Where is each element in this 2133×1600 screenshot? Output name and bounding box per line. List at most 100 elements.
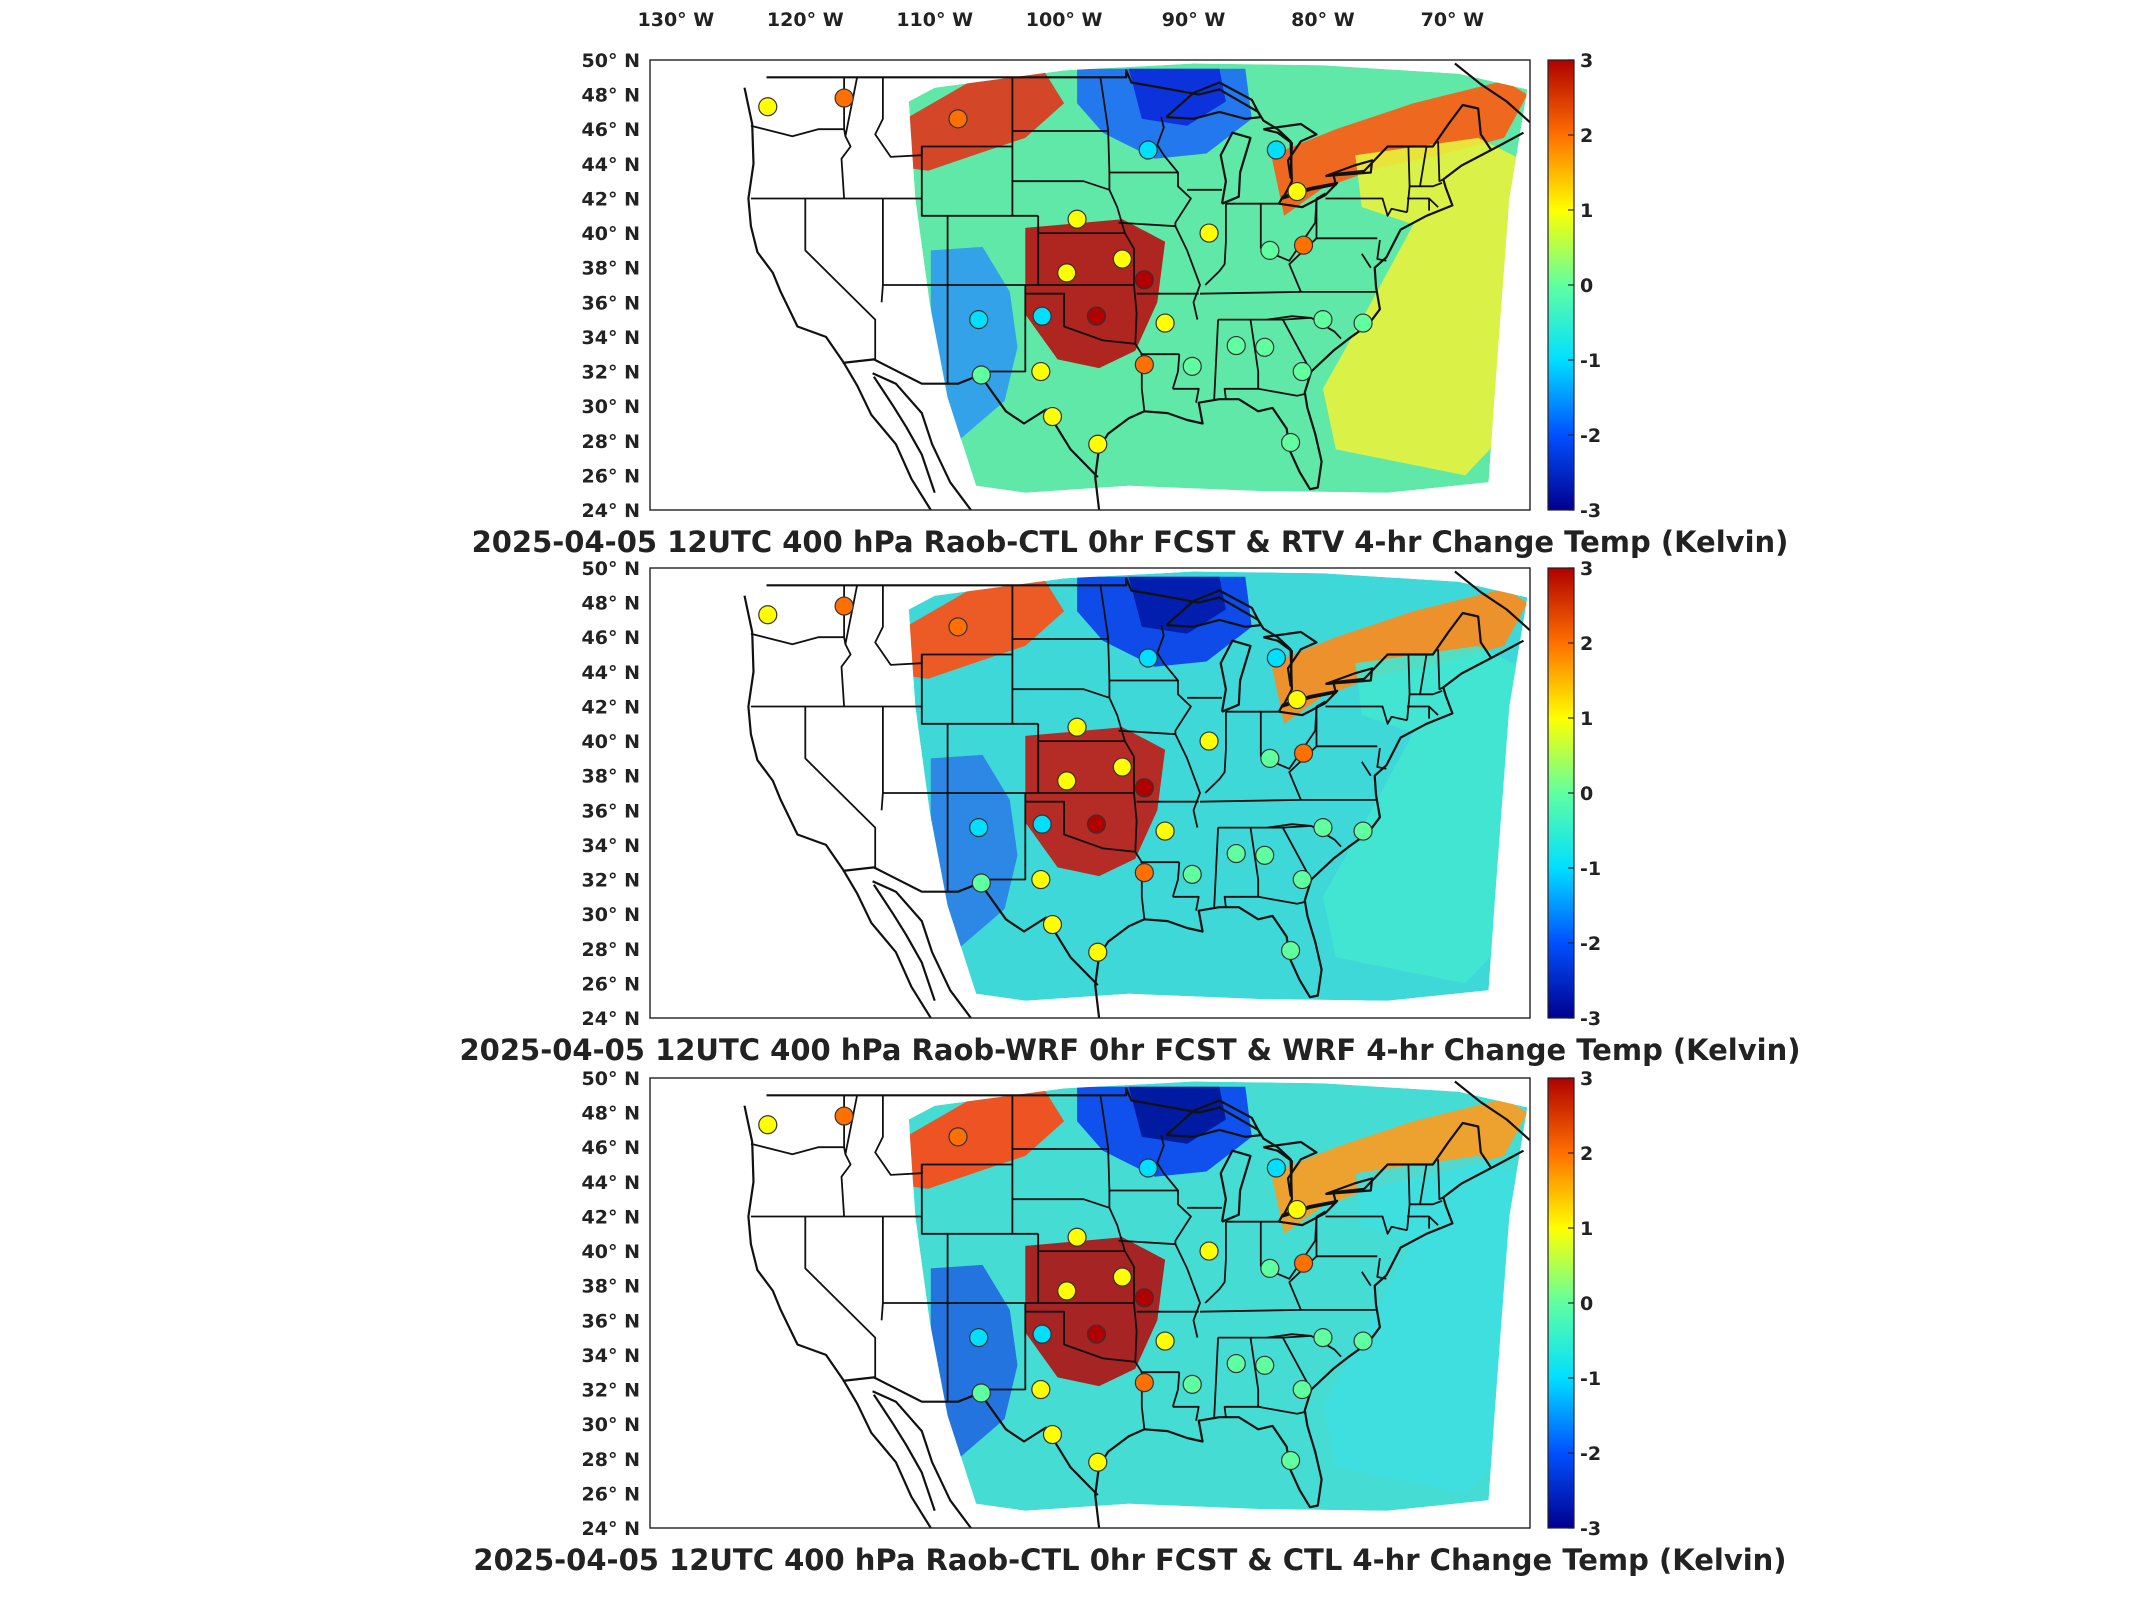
state-boundary	[1419, 1164, 1428, 1205]
raob-station-marker	[758, 605, 778, 625]
raob-station-marker	[834, 88, 854, 108]
colorbar-tick-label: 2	[1580, 633, 1593, 655]
longitude-axis-labels: 130° W 120° W 110° W 100° W 90° W 80° W 70° W	[638, 9, 1485, 31]
state-boundary	[844, 585, 858, 645]
coastline	[872, 884, 936, 1002]
temperature-field	[908, 63, 1528, 493]
raob-station-marker	[1134, 1373, 1154, 1393]
raob-station-marker	[1266, 648, 1286, 668]
state-boundary	[804, 706, 877, 868]
colorbar-tick-label: -2	[1580, 933, 1601, 955]
raob-station-marker	[1313, 310, 1333, 330]
anomaly-region-atlantic	[1322, 645, 1528, 984]
raob-station-marker	[1138, 648, 1158, 668]
coastline	[1454, 62, 1530, 124]
map-panel: 50° N 48° N 46° N 44° N 42° N 40° N 38° N 36° N…	[472, 50, 1789, 559]
coastline	[872, 1390, 972, 1528]
raob-station-marker	[948, 1127, 968, 1147]
colorbar-tick-label: 0	[1580, 275, 1593, 297]
lat-label: 38° N	[582, 1276, 640, 1298]
state-boundary	[1315, 192, 1326, 239]
colorbar-tick-label: -1	[1580, 858, 1601, 880]
map-frame	[649, 567, 1531, 1019]
lon-label: 130° W	[638, 9, 715, 31]
state-boundary	[1024, 1303, 1136, 1363]
state-boundary	[1437, 649, 1444, 691]
state-boundary	[978, 801, 1027, 881]
coastline	[872, 372, 972, 510]
state-boundary	[1213, 827, 1219, 908]
lat-label: 50° N	[582, 558, 640, 580]
state-boundary	[1267, 1333, 1342, 1358]
raob-station-marker	[1112, 249, 1132, 269]
lake-outline	[1165, 81, 1262, 120]
lake-outline	[1165, 1099, 1262, 1138]
panel-title: 2025-04-05 12UTC 400 hPa Raob-CTL 0hr FC…	[473, 1543, 1786, 1577]
state-boundary	[1174, 733, 1201, 828]
lake-outline	[1219, 639, 1252, 713]
state-boundary	[1156, 116, 1192, 227]
panel-title: 2025-04-05 12UTC 400 hPa Raob-WRF 0hr FC…	[459, 1033, 1800, 1067]
state-boundary	[1172, 1405, 1200, 1421]
colorbar-tick-label: 3	[1580, 558, 1593, 580]
raob-station-marker	[969, 818, 989, 838]
raob-station-marker	[971, 873, 991, 893]
raob-station-marker	[1293, 235, 1314, 255]
state-boundary	[1288, 1255, 1378, 1311]
lat-label: 38° N	[582, 766, 640, 788]
raob-station-marker	[1353, 1331, 1373, 1351]
coastline	[743, 1105, 932, 1528]
raob-station-marker	[834, 1106, 854, 1126]
coastline	[842, 1376, 1099, 1496]
state-boundary	[1437, 1159, 1444, 1201]
coastline	[766, 577, 1493, 708]
colorbar-tick-label: 0	[1580, 783, 1593, 805]
raob-station-marker	[1182, 1374, 1202, 1394]
lon-label: 100° W	[1026, 9, 1103, 31]
raob-station-marker	[1086, 306, 1107, 326]
state-boundary	[1376, 239, 1387, 262]
lat-label: 38° N	[582, 258, 640, 280]
lat-label: 46° N	[582, 119, 640, 141]
raob-station-marker	[1182, 356, 1202, 376]
raob-station-marker	[1086, 1324, 1107, 1344]
raob-station-marker	[1057, 1281, 1077, 1301]
colorbar-tick-label: -3	[1580, 500, 1601, 522]
colorbar-tick-label: -1	[1580, 350, 1601, 372]
anomaly-region-upper-midwest	[1128, 576, 1226, 634]
colorbar-tick-label: -1	[1580, 1368, 1601, 1390]
lat-label: 46° N	[582, 1137, 640, 1159]
coastline	[872, 1394, 936, 1512]
colorbar-tick-label: 0	[1580, 1293, 1593, 1315]
state-boundary	[1361, 253, 1372, 269]
raob-stations	[758, 1106, 1373, 1472]
temperature-field	[908, 571, 1528, 1001]
raob-station-marker	[1138, 140, 1158, 160]
raob-station-marker	[948, 109, 968, 129]
state-boundary	[1012, 180, 1110, 191]
raob-station-marker	[1182, 864, 1202, 884]
lat-label: 32° N	[582, 1380, 640, 1402]
state-boundary	[1171, 354, 1181, 390]
coastline	[1454, 1080, 1530, 1142]
coastline	[1094, 131, 1525, 510]
lake-outline	[1263, 1140, 1318, 1197]
coastline	[872, 376, 936, 494]
state-boundary	[1171, 862, 1181, 898]
lake-outline	[1219, 131, 1252, 205]
raob-station-marker	[1280, 940, 1301, 961]
lat-label: 48° N	[582, 85, 640, 107]
raob-station-marker	[1067, 209, 1087, 229]
state-boundary	[1409, 1200, 1443, 1206]
state-boundary	[1218, 1335, 1312, 1339]
lat-label: 30° N	[582, 904, 640, 926]
state-boundary	[880, 706, 884, 811]
raob-station-marker	[1293, 1253, 1314, 1273]
raob-station-marker	[1155, 821, 1175, 841]
raob-station-marker	[1032, 1324, 1052, 1344]
raob-station-marker	[1088, 942, 1108, 962]
state-boundary	[1012, 688, 1110, 699]
raob-station-marker	[1255, 337, 1275, 357]
map-panel: 50° N 48° N 46° N 44° N 42° N 40° N 38° N 36° N…	[459, 558, 1800, 1067]
state-boundary	[750, 124, 845, 138]
